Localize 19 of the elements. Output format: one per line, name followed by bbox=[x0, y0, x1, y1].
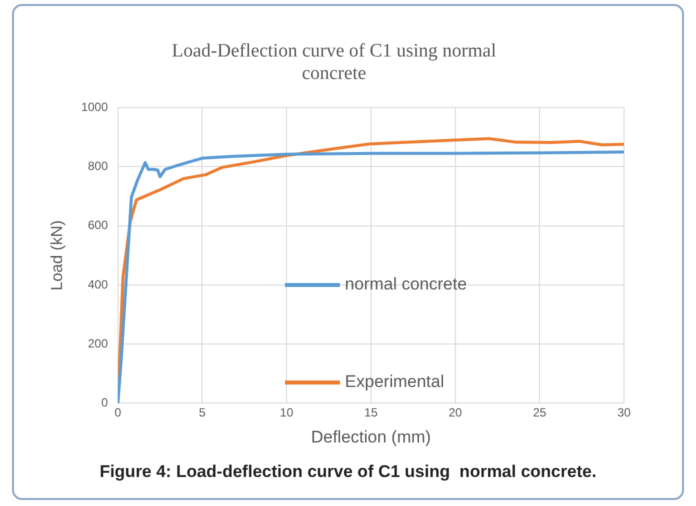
legend-label: Experimental bbox=[344, 372, 444, 392]
x-axis-title: Deflection (mm) bbox=[310, 427, 431, 446]
y-tick-label: 200 bbox=[88, 336, 108, 350]
y-tick-label: 1000 bbox=[81, 100, 108, 114]
y-tick-label: 800 bbox=[88, 159, 108, 174]
x-tick-label: 20 bbox=[448, 406, 462, 420]
y-axis-title: Load (kN) bbox=[49, 220, 66, 291]
x-tick-label: 25 bbox=[532, 406, 547, 420]
x-tick-label: 0 bbox=[114, 406, 122, 420]
chart-title: Load-Deflection curve of C1 using normal concrete bbox=[172, 40, 496, 84]
x-tick-label: 30 bbox=[617, 406, 631, 420]
caption: Figure 4: Load-deflection curve of C1 using normal concrete. bbox=[98, 462, 598, 482]
legend-label: normal concrete bbox=[344, 274, 467, 294]
x-tick-label: 10 bbox=[280, 406, 294, 420]
x-tick-label: 15 bbox=[364, 406, 378, 420]
x-tick-label: 5 bbox=[198, 406, 206, 420]
y-tick-label: 600 bbox=[88, 218, 108, 232]
y-tick-label: 0 bbox=[101, 396, 108, 410]
y-tick-label: 400 bbox=[88, 277, 108, 292]
